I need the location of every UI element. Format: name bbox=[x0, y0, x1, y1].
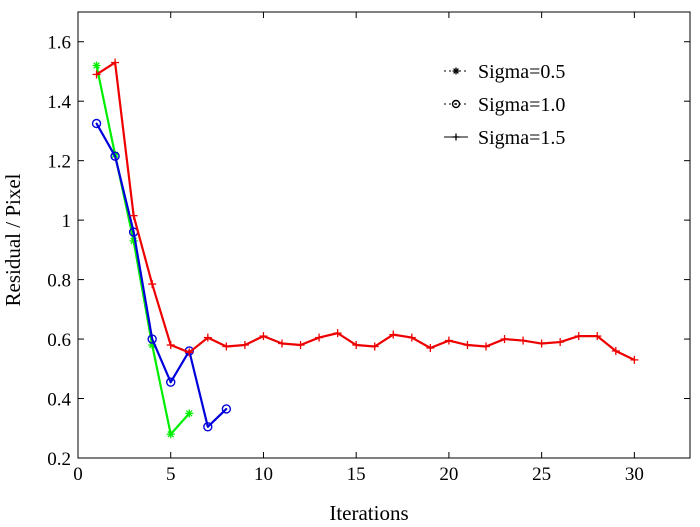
data-point bbox=[203, 333, 212, 342]
data-point bbox=[129, 211, 138, 220]
data-point bbox=[444, 336, 453, 345]
data-point bbox=[111, 58, 120, 67]
data-point-center bbox=[169, 381, 172, 384]
data-point bbox=[452, 67, 460, 75]
y-tick-label: 0.4 bbox=[47, 390, 71, 411]
y-axis-title: Residual / Pixel bbox=[1, 173, 25, 306]
data-point bbox=[452, 133, 460, 141]
legend-label: Sigma=1.5 bbox=[478, 127, 565, 149]
legend-entry: Sigma=1.5 bbox=[444, 127, 565, 149]
data-point bbox=[407, 333, 416, 342]
data-point bbox=[166, 377, 176, 387]
legend-entry: Sigma=0.5 bbox=[444, 61, 565, 83]
data-point-center bbox=[114, 155, 117, 158]
data-point bbox=[500, 335, 509, 344]
y-tick-label: 1.6 bbox=[47, 33, 71, 54]
x-tick-label: 5 bbox=[166, 464, 176, 485]
data-point bbox=[92, 61, 101, 70]
plot-border bbox=[77, 11, 691, 459]
data-point bbox=[148, 280, 157, 289]
data-point bbox=[222, 342, 231, 351]
data-point bbox=[389, 330, 398, 339]
data-point-center bbox=[132, 231, 135, 234]
data-point bbox=[426, 343, 435, 352]
data-point bbox=[315, 333, 324, 342]
data-point bbox=[574, 332, 583, 341]
data-point bbox=[611, 346, 620, 355]
data-point bbox=[296, 341, 305, 350]
y-tick-label: 1.4 bbox=[47, 92, 71, 113]
series-3 bbox=[92, 58, 639, 364]
y-tick-label: 0.8 bbox=[47, 271, 71, 292]
series-line bbox=[95, 122, 228, 428]
data-point bbox=[463, 341, 472, 350]
data-point bbox=[185, 348, 194, 357]
legend: Sigma=0.5 Sigma=1.0 Sigma=1.5 bbox=[444, 61, 565, 149]
data-point bbox=[166, 341, 175, 350]
y-tick-label: 0.6 bbox=[47, 330, 71, 351]
plot-frame bbox=[77, 11, 691, 459]
x-tick-label: 0 bbox=[73, 464, 83, 485]
data-point bbox=[333, 329, 342, 338]
data-point bbox=[370, 342, 379, 351]
data-point-center bbox=[455, 103, 457, 105]
data-point bbox=[630, 355, 639, 364]
series-2 bbox=[91, 118, 232, 432]
data-point bbox=[240, 341, 249, 350]
data-point bbox=[203, 422, 213, 432]
data-point bbox=[91, 118, 102, 129]
data-point bbox=[278, 339, 286, 348]
data-point-center bbox=[95, 122, 98, 125]
x-tick-label: 15 bbox=[347, 464, 366, 485]
data-point bbox=[147, 334, 157, 344]
data-point bbox=[166, 430, 175, 439]
data-point-center bbox=[206, 425, 209, 428]
series-layer bbox=[91, 58, 639, 439]
data-point bbox=[537, 339, 546, 348]
data-point bbox=[110, 151, 120, 161]
y-tick-label: 1 bbox=[62, 211, 72, 232]
data-point bbox=[556, 338, 565, 347]
legend-entry: Sigma=1.0 bbox=[444, 94, 565, 116]
data-point bbox=[259, 332, 268, 341]
y-tick-label: 1.2 bbox=[47, 152, 71, 173]
data-point bbox=[92, 70, 101, 79]
data-point bbox=[185, 409, 194, 418]
x-axis-title: Iterations bbox=[329, 501, 408, 525]
legend-label: Sigma=1.0 bbox=[478, 94, 565, 116]
data-point bbox=[519, 336, 528, 345]
y-tick-label: 0.2 bbox=[47, 449, 71, 470]
y-axis-ticks: 0.2 0.4 0.6 0.8 1 1.2 1.4 1.6 bbox=[47, 33, 690, 470]
data-point bbox=[593, 332, 602, 341]
data-point bbox=[482, 342, 490, 351]
data-point bbox=[451, 99, 461, 109]
data-point-center bbox=[151, 338, 154, 341]
legend-label: Sigma=0.5 bbox=[478, 61, 565, 83]
series-line bbox=[95, 65, 191, 436]
data-point bbox=[221, 404, 232, 414]
x-axis-ticks: 0 5 10 15 20 25 30 bbox=[73, 12, 644, 485]
x-tick-label: 30 bbox=[625, 464, 644, 485]
x-tick-label: 20 bbox=[439, 464, 458, 485]
data-point bbox=[352, 341, 361, 350]
x-tick-label: 10 bbox=[254, 464, 273, 485]
x-tick-label: 25 bbox=[532, 464, 551, 485]
series-1 bbox=[92, 61, 194, 439]
data-point-center bbox=[225, 407, 228, 410]
